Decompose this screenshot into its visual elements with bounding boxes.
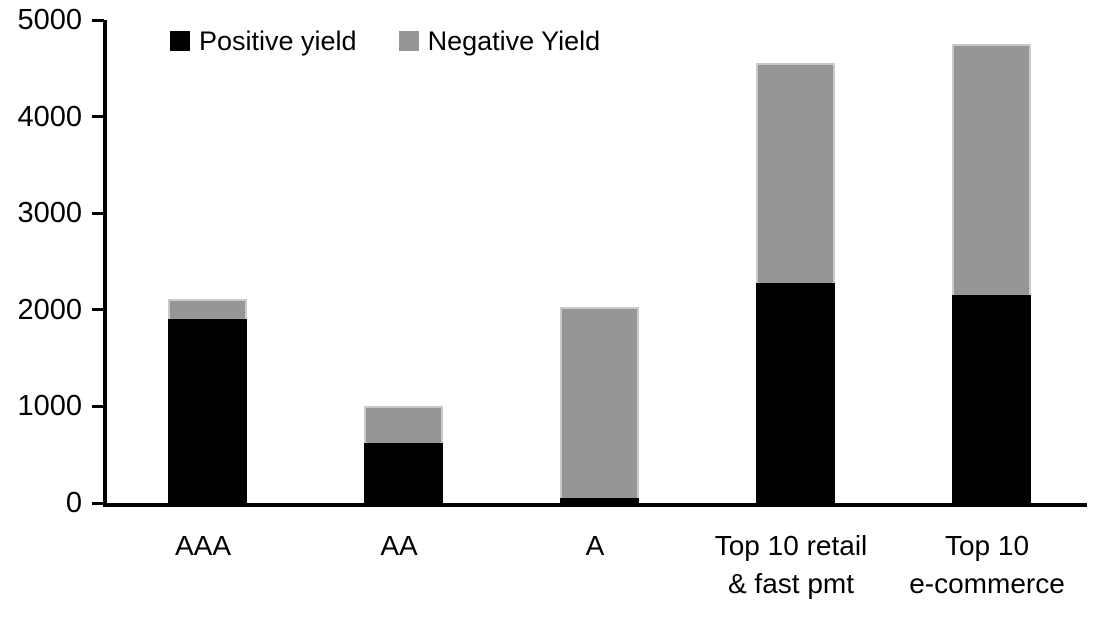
legend-color-swatch-icon [170, 31, 190, 51]
y-axis-tick-label: 4000 [17, 100, 82, 133]
y-axis-tick [92, 211, 104, 215]
x-axis-category-label: AAA [88, 527, 318, 565]
x-axis-category-label-line: AA [380, 530, 418, 561]
y-axis-tick [92, 18, 104, 22]
chart-legend: Positive yield Negative Yield [170, 26, 600, 56]
x-axis-category-label-line: Top 10 retail [714, 530, 868, 561]
x-axis-category-label-line: Top 10 [944, 530, 1030, 561]
x-axis-category-label: Top 10 retail & fast pmt [676, 527, 906, 603]
y-axis-tick [92, 115, 104, 119]
legend-item: Negative Yield [398, 26, 601, 56]
bar-segment-positive [167, 319, 247, 503]
bar-segment-positive [559, 498, 639, 503]
legend-label: Positive yield [199, 26, 357, 56]
bar-segment-positive [363, 443, 443, 503]
y-axis-tick-label: 3000 [17, 197, 82, 230]
y-axis-tick-label: 0 [65, 487, 82, 519]
bar-aa [363, 406, 443, 503]
bar-segment-negative [363, 406, 443, 444]
bar-segment-positive [951, 295, 1031, 503]
y-axis-tick-label: 1000 [17, 390, 82, 423]
x-axis-category-label-line: AAA [174, 530, 232, 561]
plot-area [92, 18, 1087, 507]
x-axis-category-label: A [480, 527, 710, 565]
bar-aaa [167, 299, 247, 503]
x-axis-category-label-line: e-commerce [909, 568, 1065, 599]
x-axis-category-label-line: A [585, 530, 605, 561]
y-axis-tick [92, 404, 104, 408]
bar-top-10-e-commerce [951, 44, 1031, 503]
bar-segment-negative [755, 63, 835, 283]
legend-label: Negative Yield [427, 26, 601, 56]
x-axis-category-label: Top 10 e-commerce [872, 527, 1102, 603]
x-axis-category-label-line: & fast pmt [727, 568, 855, 599]
bar-segment-negative [167, 299, 247, 320]
bar-segment-positive [755, 282, 835, 503]
y-axis-tick-label: 5000 [17, 4, 82, 36]
bar-a [559, 306, 639, 503]
x-axis-category-label: AA [284, 527, 514, 565]
y-axis-tick-label: 2000 [17, 293, 82, 326]
y-axis-tick [92, 501, 104, 505]
legend-color-swatch-icon [398, 31, 419, 51]
bar-segment-negative [951, 44, 1031, 296]
y-axis-tick [92, 308, 104, 312]
legend-item: Positive yield [170, 26, 357, 56]
bar-segment-negative [559, 306, 639, 499]
bar-top-10-retail-fast-pmt [755, 63, 835, 503]
